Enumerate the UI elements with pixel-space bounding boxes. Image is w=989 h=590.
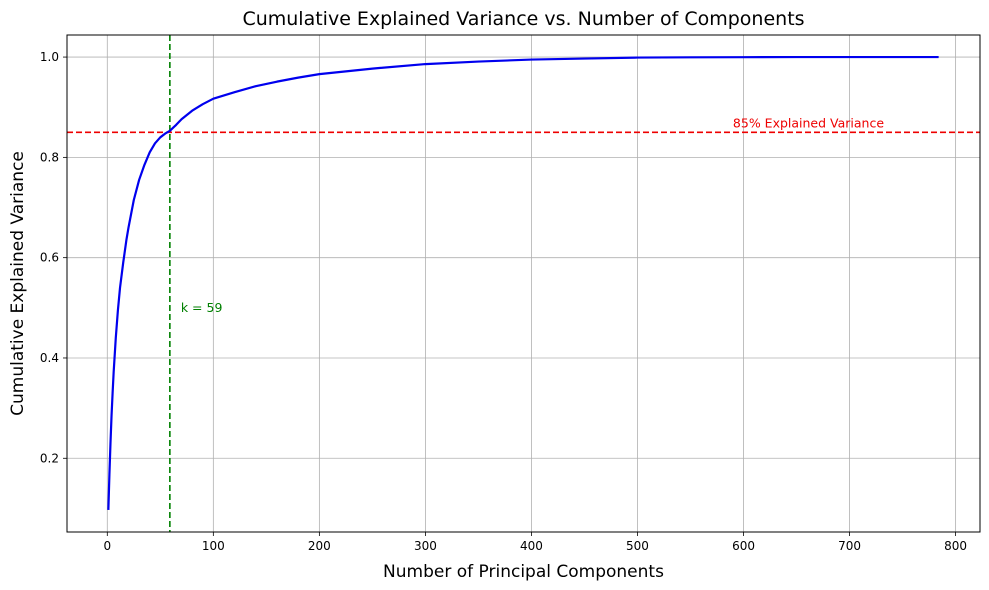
x-tick-label: 300 (414, 539, 437, 553)
component-annotation: k = 59 (181, 300, 223, 315)
x-tick-label: 600 (732, 539, 755, 553)
x-tick-label: 800 (944, 539, 967, 553)
series-line (107, 55, 939, 510)
x-tick-label: 0 (103, 539, 111, 553)
reference-lines (67, 35, 980, 532)
x-tick-label: 100 (202, 539, 225, 553)
y-tick-label: 1.0 (40, 50, 59, 64)
ticks: 0 100 200 300 400 500 600 700 800 0.2 0.4 0.6 0.8 1.0 (40, 50, 967, 553)
annotations: 85% Explained Variance k = 59 (181, 115, 884, 315)
y-tick-label: 0.2 (40, 451, 59, 465)
chart-title: Cumulative Explained Variance vs. Number… (242, 8, 804, 30)
y-tick-label: 0.8 (40, 150, 59, 164)
x-tick-label: 700 (838, 539, 861, 553)
x-tick-label: 500 (626, 539, 649, 553)
y-axis-label: Cumulative Explained Variance (8, 151, 28, 416)
threshold-annotation: 85% Explained Variance (733, 115, 884, 130)
y-tick-label: 0.4 (40, 351, 59, 365)
x-tick-label: 400 (520, 539, 543, 553)
y-tick-label: 0.6 (40, 251, 59, 265)
series-layer (107, 55, 939, 510)
plot-frame (66, 34, 981, 533)
x-tick-label: 200 (308, 539, 331, 553)
x-axis-label: Number of Principal Components (383, 562, 664, 582)
